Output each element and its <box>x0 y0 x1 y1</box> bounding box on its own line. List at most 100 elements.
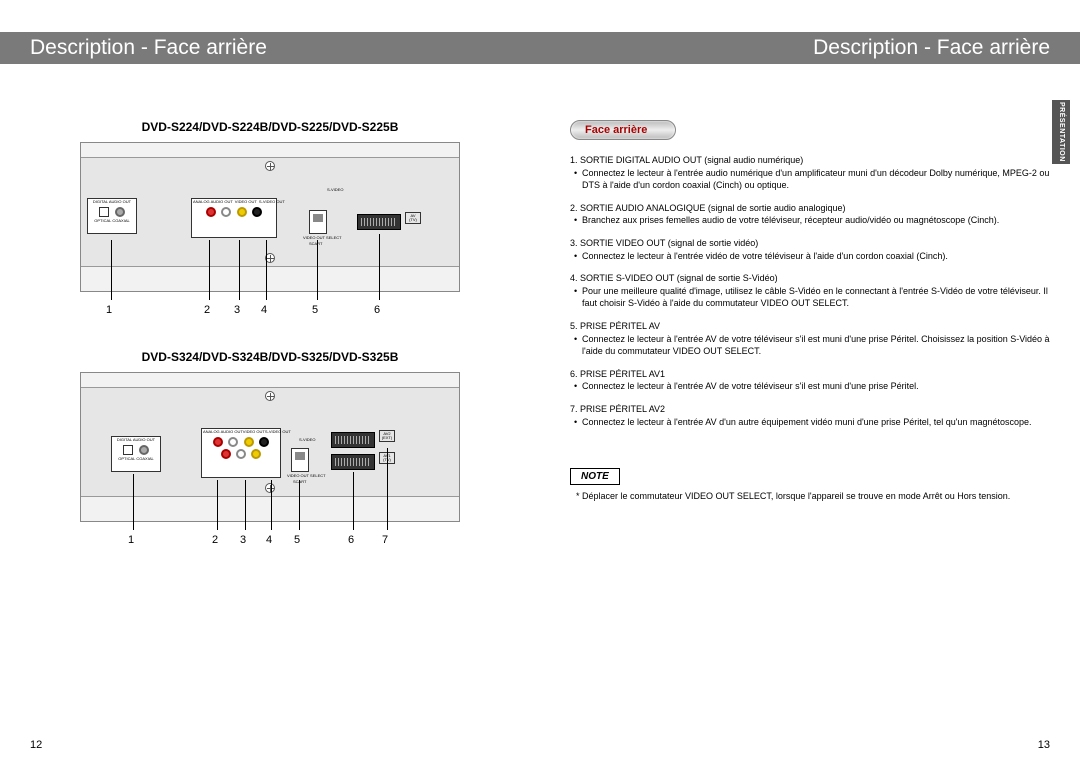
scart-av2-connector <box>331 432 375 448</box>
audio-l-jack <box>221 207 231 217</box>
av2-ext-label: AV2 (EXT) <box>379 430 395 442</box>
callout-num: 2 <box>204 304 210 316</box>
audio-l-jack <box>236 449 246 459</box>
scart-av-connector <box>357 214 401 230</box>
coaxial-jack <box>115 207 125 217</box>
video-jack <box>251 449 261 459</box>
header-bar-right: Description - Face arrière <box>540 32 1080 64</box>
header-title-left: Description - Face arrière <box>30 36 267 60</box>
subsection-pill: Face arrière <box>570 120 676 140</box>
list-item: 1. SORTIE DIGITAL AUDIO OUT (signal audi… <box>570 154 1050 192</box>
scart-label: SCART <box>309 242 322 246</box>
svideo-label: S-VIDEO <box>327 188 343 192</box>
port-label: DIGITAL AUDIO OUT <box>89 200 135 204</box>
page-number-left: 12 <box>30 739 42 751</box>
callout-num: 3 <box>240 534 246 546</box>
audio-r-jack <box>213 437 223 447</box>
callouts-row-2: 1 2 3 4 5 6 7 <box>80 534 460 552</box>
port-label: OPTICAL COAXIAL <box>113 457 159 461</box>
svideo-jack <box>252 207 262 217</box>
list-item: 3. SORTIE VIDEO OUT (signal de sortie vi… <box>570 237 1050 262</box>
svideo-label: S-VIDEO <box>299 438 315 442</box>
audio-r-jack <box>221 449 231 459</box>
diagram-model1: DIGITAL AUDIO OUT OPTICAL COAXIAL ANALOG… <box>80 142 460 292</box>
model1-title: DVD-S224/DVD-S224B/DVD-S225/DVD-S225B <box>30 120 510 134</box>
callout-line <box>217 480 218 530</box>
callout-line <box>111 240 112 300</box>
coaxial-jack <box>139 445 149 455</box>
port-label: DIGITAL AUDIO OUT <box>113 438 159 442</box>
note-text: * Déplacer le commutateur VIDEO OUT SELE… <box>570 491 1050 501</box>
item-bullet: Connectez le lecteur à l'entrée vidéo de… <box>570 250 1050 263</box>
diagram-model2: DIGITAL AUDIO OUT OPTICAL COAXIAL ANALOG… <box>80 372 460 522</box>
optical-jack <box>99 207 109 217</box>
callout-line <box>317 240 318 300</box>
callout-line <box>353 472 354 530</box>
header-bar-left: Description - Face arrière <box>0 32 540 64</box>
callout-num: 2 <box>212 534 218 546</box>
item-title: 4. SORTIE S-VIDEO OUT (signal de sortie … <box>570 272 1050 285</box>
video-out-select-switch <box>291 448 309 472</box>
callout-num: 6 <box>374 304 380 316</box>
item-bullet: Connectez le lecteur à l'entrée AV de vo… <box>570 333 1050 358</box>
item-title: 7. PRISE PÉRITEL AV2 <box>570 403 1050 416</box>
callout-num: 3 <box>234 304 240 316</box>
item-title: 1. SORTIE DIGITAL AUDIO OUT (signal audi… <box>570 154 1050 167</box>
select-label: VIDEO OUT SELECT <box>287 474 326 478</box>
list-item: 2. SORTIE AUDIO ANALOGIQUE (signal de so… <box>570 202 1050 227</box>
callout-num: 1 <box>106 304 112 316</box>
video-out-select-switch <box>309 210 327 234</box>
screw-icon <box>265 483 275 493</box>
callouts-row-1: 1 2 3 4 5 6 <box>80 304 460 322</box>
page-number-right: 13 <box>1038 739 1050 751</box>
callout-num: 5 <box>294 534 300 546</box>
item-title: 3. SORTIE VIDEO OUT (signal de sortie vi… <box>570 237 1050 250</box>
audio-l-jack <box>228 437 238 447</box>
audio-r-jack <box>206 207 216 217</box>
callout-num: 6 <box>348 534 354 546</box>
note-box: NOTE <box>570 468 620 485</box>
callout-line <box>209 240 210 300</box>
port-analog-video-stack: ANALOG AUDIO OUT VIDEO OUT S-VIDEO OUT <box>201 428 281 478</box>
callout-line <box>379 234 380 300</box>
diagram-panel: DIGITAL AUDIO OUT OPTICAL COAXIAL ANALOG… <box>81 387 459 497</box>
item-title: 6. PRISE PÉRITEL AV1 <box>570 368 1050 381</box>
left-page: Description - Face arrière DVD-S224/DVD-… <box>0 0 540 765</box>
right-page: Description - Face arrière PRÉSENTATION … <box>540 0 1080 765</box>
port-analog-video: ANALOG AUDIO OUT VIDEO OUT S-VIDEO OUT <box>191 198 277 238</box>
select-label: VIDEO OUT SELECT <box>303 236 342 240</box>
callout-line <box>239 240 240 300</box>
scart-av1-connector <box>331 454 375 470</box>
model2-title: DVD-S324/DVD-S324B/DVD-S325/DVD-S325B <box>30 350 510 364</box>
numbered-list: 1. SORTIE DIGITAL AUDIO OUT (signal audi… <box>570 154 1050 428</box>
screw-icon <box>265 391 275 401</box>
port-digital-audio: DIGITAL AUDIO OUT OPTICAL COAXIAL <box>87 198 137 234</box>
callout-num: 5 <box>312 304 318 316</box>
callout-line <box>266 240 267 300</box>
section-tab: PRÉSENTATION <box>1052 100 1070 164</box>
header-title-right: Description - Face arrière <box>813 36 1050 60</box>
callout-num: 4 <box>266 534 272 546</box>
callout-line <box>387 448 388 530</box>
list-item: 4. SORTIE S-VIDEO OUT (signal de sortie … <box>570 272 1050 310</box>
item-bullet: Connectez le lecteur à l'entrée audio nu… <box>570 167 1050 192</box>
item-bullet: Branchez aux prises femelles audio de vo… <box>570 214 1050 227</box>
item-title: 2. SORTIE AUDIO ANALOGIQUE (signal de so… <box>570 202 1050 215</box>
item-title: 5. PRISE PÉRITEL AV <box>570 320 1050 333</box>
diagram-panel: DIGITAL AUDIO OUT OPTICAL COAXIAL ANALOG… <box>81 157 459 267</box>
item-bullet: Pour une meilleure qualité d'image, util… <box>570 285 1050 310</box>
port-digital-audio: DIGITAL AUDIO OUT OPTICAL COAXIAL <box>111 436 161 472</box>
svideo-jack <box>259 437 269 447</box>
list-item: 7. PRISE PÉRITEL AV2 Connectez le lecteu… <box>570 403 1050 428</box>
list-item: 5. PRISE PÉRITEL AV Connectez le lecteur… <box>570 320 1050 358</box>
callout-line <box>133 474 134 530</box>
left-content: DVD-S224/DVD-S224B/DVD-S225/DVD-S225B DI… <box>30 120 510 552</box>
optical-jack <box>123 445 133 455</box>
video-jack <box>244 437 254 447</box>
manual-spread: Description - Face arrière DVD-S224/DVD-… <box>0 0 1080 765</box>
port-label: OPTICAL COAXIAL <box>89 219 135 223</box>
callout-num: 7 <box>382 534 388 546</box>
video-jack <box>237 207 247 217</box>
callout-line <box>271 480 272 530</box>
av-tv-label: AV (TV) <box>405 212 421 224</box>
